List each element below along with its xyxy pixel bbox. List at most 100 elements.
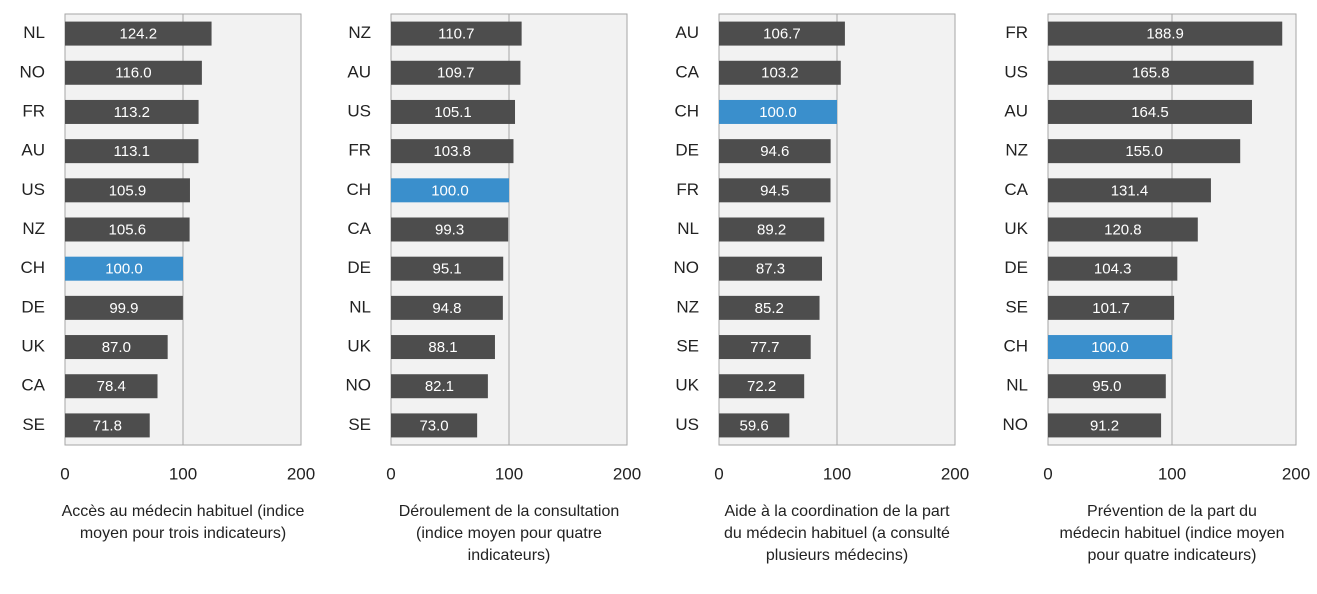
value-label: 101.7 <box>1092 300 1130 317</box>
bar <box>65 99 199 124</box>
bar <box>1048 60 1254 85</box>
y-tick-label: NL <box>23 23 45 42</box>
value-label: 88.1 <box>428 339 457 356</box>
value-label: 105.1 <box>434 104 472 121</box>
value-label: 100.0 <box>1091 339 1129 356</box>
bar <box>391 374 488 399</box>
bar <box>391 178 509 203</box>
bar <box>1048 139 1241 164</box>
value-label: 155.0 <box>1125 143 1163 160</box>
value-label: 87.0 <box>102 339 131 356</box>
x-tick-label: 100 <box>169 464 197 483</box>
bar <box>391 256 504 281</box>
bar <box>1048 374 1166 399</box>
value-label: 188.9 <box>1146 26 1184 43</box>
value-label: 105.9 <box>109 182 147 199</box>
y-tick-label: CH <box>1003 337 1028 356</box>
value-label: 109.7 <box>437 65 475 82</box>
y-tick-label: NL <box>1006 376 1028 395</box>
chart-title: Aide à la coordination de la part du méd… <box>724 503 950 564</box>
bar <box>719 256 823 281</box>
bar <box>391 21 522 46</box>
bar <box>1048 99 1252 124</box>
y-tick-label: CA <box>21 376 45 395</box>
y-tick-label: CA <box>675 62 699 81</box>
value-label: 120.8 <box>1104 221 1142 238</box>
bar <box>65 335 168 360</box>
y-tick-label: US <box>675 415 699 434</box>
value-label: 94.5 <box>760 182 789 199</box>
y-tick-label: NO <box>1003 415 1029 434</box>
bar <box>391 335 495 360</box>
bar <box>1048 413 1162 438</box>
bar <box>65 413 150 438</box>
y-tick-label: CH <box>674 101 699 120</box>
value-label: 89.2 <box>757 221 786 238</box>
y-tick-label: FR <box>676 180 699 199</box>
bar <box>391 99 516 124</box>
bar <box>1048 178 1211 203</box>
chart-title: Déroulement de la consultation (indice m… <box>398 503 620 564</box>
y-tick-label: CH <box>20 258 45 277</box>
value-label: 116.0 <box>115 65 151 82</box>
bar <box>719 217 825 242</box>
value-label: 71.8 <box>93 417 122 434</box>
x-tick-label: 0 <box>60 464 69 483</box>
y-tick-label: DE <box>675 141 699 160</box>
bar <box>391 295 503 320</box>
bar <box>1048 256 1178 281</box>
bar <box>65 217 190 242</box>
value-label: 95.1 <box>433 261 462 278</box>
value-label: 99.9 <box>109 300 138 317</box>
value-label: 104.3 <box>1094 261 1132 278</box>
y-tick-label: NO <box>346 376 372 395</box>
y-tick-label: NZ <box>1005 141 1028 160</box>
value-label: 165.8 <box>1132 65 1170 82</box>
value-label: 87.3 <box>756 261 785 278</box>
y-tick-label: CH <box>346 180 371 199</box>
y-tick-label: AU <box>347 62 371 81</box>
y-tick-label: CA <box>1004 180 1028 199</box>
y-tick-label: US <box>347 101 371 120</box>
value-label: 95.0 <box>1092 378 1121 395</box>
bar <box>1048 335 1172 360</box>
y-tick-label: DE <box>21 297 45 316</box>
value-label: 77.7 <box>750 339 779 356</box>
value-label: 72.2 <box>747 378 776 395</box>
bar <box>1048 295 1175 320</box>
value-label: 131.4 <box>1111 182 1149 199</box>
y-tick-label: AU <box>21 141 45 160</box>
bar <box>1048 217 1198 242</box>
y-tick-label: UK <box>21 337 45 356</box>
value-label: 91.2 <box>1090 417 1119 434</box>
x-tick-label: 200 <box>1282 464 1310 483</box>
bar <box>65 295 183 320</box>
value-label: 100.0 <box>431 182 469 199</box>
y-tick-label: SE <box>1005 297 1028 316</box>
y-tick-label: SE <box>22 415 45 434</box>
bar <box>719 295 820 320</box>
bar <box>719 374 805 399</box>
value-label: 124.2 <box>120 26 158 43</box>
bar <box>65 139 199 164</box>
value-label: 105.6 <box>109 221 147 238</box>
x-tick-label: 100 <box>823 464 851 483</box>
y-tick-label: CA <box>347 219 371 238</box>
bar <box>391 413 478 438</box>
value-label: 164.5 <box>1131 104 1169 121</box>
value-label: 82.1 <box>425 378 454 395</box>
value-label: 85.2 <box>755 300 784 317</box>
y-tick-label: UK <box>1004 219 1028 238</box>
y-tick-label: DE <box>1004 258 1028 277</box>
y-tick-label: DE <box>347 258 371 277</box>
bar <box>719 413 790 438</box>
x-tick-label: 0 <box>1043 464 1052 483</box>
y-tick-label: UK <box>675 376 699 395</box>
bar <box>719 60 841 85</box>
bar <box>719 21 845 46</box>
x-tick-label: 200 <box>613 464 641 483</box>
bar <box>65 178 190 203</box>
x-tick-label: 100 <box>1158 464 1186 483</box>
